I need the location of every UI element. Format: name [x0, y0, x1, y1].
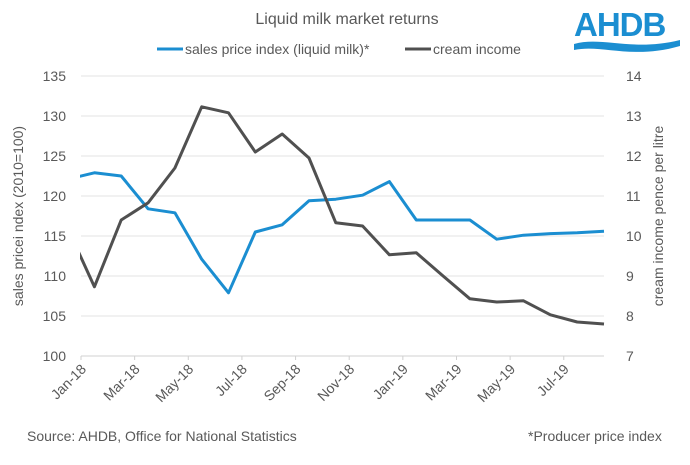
right-tick-label: 7 [626, 348, 634, 364]
left-tick-label: 125 [43, 148, 67, 164]
right-tick-label: 9 [626, 268, 634, 284]
left-axis-title: sales pricei ndex (2010=100) [10, 126, 26, 306]
legend: sales price index (liquid milk)* cream in… [157, 41, 521, 57]
right-tick-label: 13 [626, 108, 642, 124]
legend-label: sales price index (liquid milk)* [185, 41, 370, 57]
series-line-cream-income [80, 105, 605, 326]
x-tick-label: Mar-19 [422, 361, 465, 404]
series-line-sales-price-index [80, 171, 605, 295]
x-tick-label: May-19 [474, 361, 518, 405]
x-tick-label: Jul-18 [212, 361, 250, 399]
left-tick-label: 110 [44, 268, 67, 284]
left-axis: 100 105 110 115 120 125 130 135 [43, 68, 67, 364]
left-tick-label: 115 [44, 228, 67, 244]
right-axis-title: cream income pence per litre [650, 126, 666, 307]
x-tick-label: Mar-18 [100, 361, 143, 404]
left-tick-label: 135 [43, 68, 67, 84]
left-tick-label: 130 [43, 108, 67, 124]
x-tick-label: May-18 [152, 361, 196, 405]
x-axis: Jan-18 Mar-18 May-18 Jul-18 Sep-18 Nov-18 Jan-… [48, 356, 572, 405]
source-note: Source: AHDB, Office for National Statis… [27, 428, 297, 444]
x-tick-label: Sep-18 [260, 361, 303, 404]
left-tick-label: 105 [43, 308, 67, 324]
left-tick-label: 100 [43, 348, 67, 364]
logo-wave-icon [574, 40, 680, 52]
right-tick-label: 14 [626, 68, 642, 84]
footnote: *Producer price index [528, 428, 662, 444]
x-tick-label: Jan-19 [369, 361, 411, 403]
ahdb-logo: AHDB [574, 6, 680, 52]
right-tick-label: 12 [626, 148, 642, 164]
x-tick-label: Jan-18 [48, 361, 90, 403]
right-tick-label: 10 [626, 228, 642, 244]
chart-title: Liquid milk market returns [255, 11, 438, 28]
series-lines [80, 105, 605, 326]
right-tick-label: 11 [626, 188, 641, 204]
right-tick-label: 8 [626, 308, 634, 324]
left-tick-label: 120 [43, 188, 67, 204]
gridlines [81, 75, 604, 357]
x-tick-label: Jul-19 [534, 361, 572, 399]
x-tick-label: Nov-18 [314, 361, 357, 404]
logo-text: AHDB [574, 6, 665, 43]
right-axis: 7 8 9 10 11 12 13 14 [626, 68, 642, 364]
legend-label: cream income [433, 41, 521, 57]
